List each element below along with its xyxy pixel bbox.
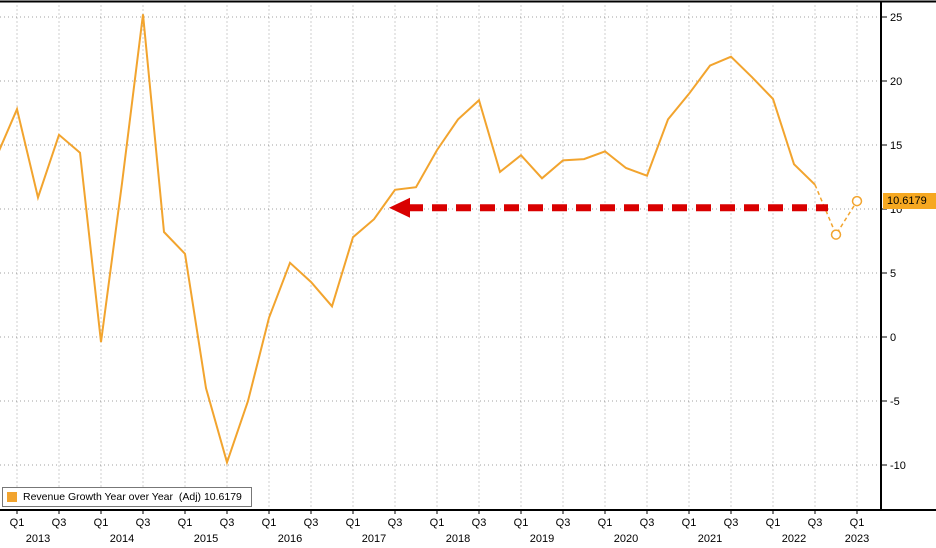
last-value-label: 10.6179 (883, 193, 936, 209)
x-tick-label: Q1 (766, 517, 781, 529)
x-tick-label: Q3 (640, 517, 655, 529)
revenue-growth-line-forecast (814, 184, 858, 237)
x-tick-label: Q1 (178, 517, 193, 529)
y-tick-label: 20 (890, 76, 902, 88)
x-tick-label: Q3 (556, 517, 571, 529)
year-label: 2021 (698, 533, 722, 545)
year-label: 2022 (782, 533, 806, 545)
x-tick-label: Q1 (94, 517, 109, 529)
x-tick-label: Q1 (430, 517, 445, 529)
x-tick-label: Q3 (52, 517, 67, 529)
legend-swatch-icon (7, 492, 17, 502)
year-label: 2023 (845, 533, 869, 545)
year-label: 2014 (110, 533, 134, 545)
x-tick-label: Q1 (514, 517, 529, 529)
open-marker (851, 195, 863, 207)
arrow-annotation-head (389, 197, 410, 218)
year-label: 2018 (446, 533, 470, 545)
x-tick-label: Q3 (220, 517, 235, 529)
x-tick-label: Q3 (304, 517, 319, 529)
year-label: 2015 (194, 533, 218, 545)
y-tick-label: -5 (890, 396, 900, 408)
open-marker (830, 229, 842, 240)
y-tick-label: 25 (890, 12, 902, 24)
y-tick-label: -10 (890, 460, 906, 472)
year-label: 2016 (278, 533, 302, 545)
x-tick-label: Q1 (262, 517, 277, 529)
legend-label: Revenue Growth Year over Year (Adj) 10.6… (23, 491, 242, 503)
x-tick-label: Q3 (724, 517, 739, 529)
y-tick-label: 5 (890, 268, 896, 280)
x-tick-label: Q3 (808, 517, 823, 529)
y-tick-label: 0 (890, 332, 896, 344)
year-label: 2013 (26, 533, 50, 545)
year-label: 2019 (530, 533, 554, 545)
x-tick-label: Q1 (598, 517, 613, 529)
x-tick-label: Q1 (346, 517, 361, 529)
revenue-growth-line (0, 14, 816, 466)
y-tick-label: 15 (890, 140, 902, 152)
x-tick-label: Q1 (850, 517, 865, 529)
x-tick-label: Q3 (136, 517, 151, 529)
year-label: 2020 (614, 533, 638, 545)
x-tick-label: Q1 (10, 517, 25, 529)
x-tick-label: Q1 (682, 517, 697, 529)
legend: Revenue Growth Year over Year (Adj) 10.6… (2, 487, 252, 507)
x-tick-label: Q3 (388, 517, 403, 529)
year-label: 2017 (362, 533, 386, 545)
x-tick-label: Q3 (472, 517, 487, 529)
